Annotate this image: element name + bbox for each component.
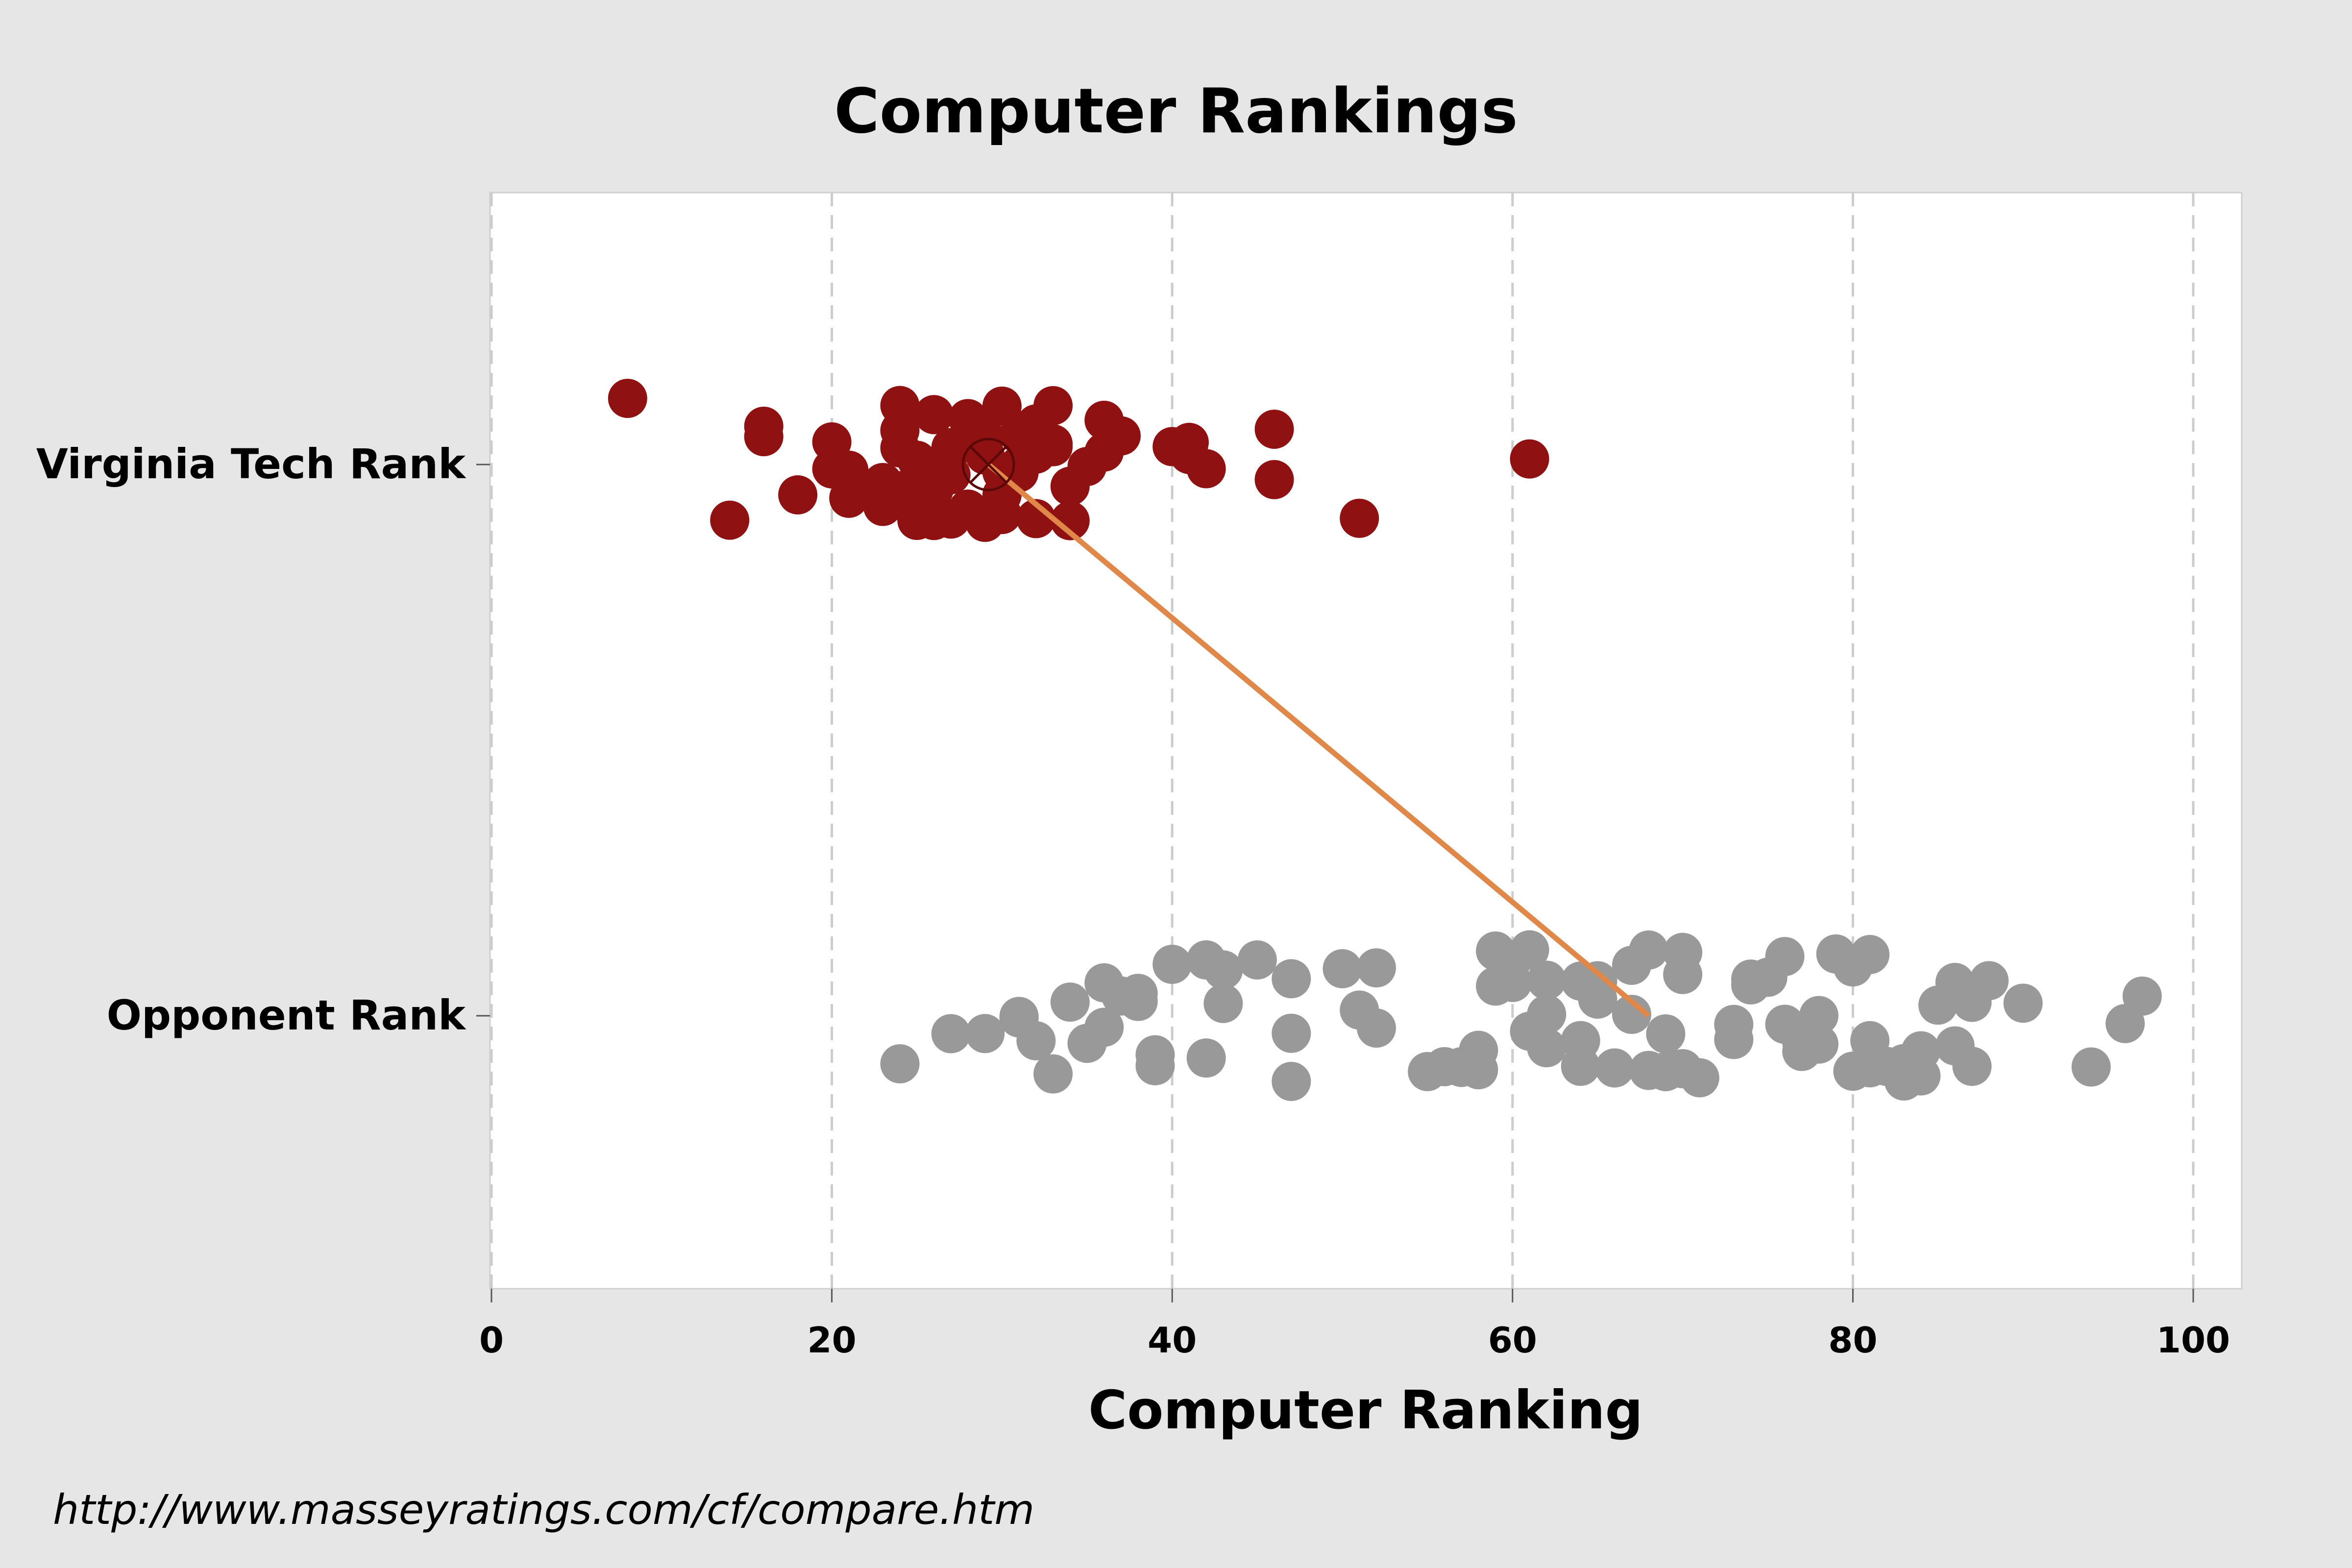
mean-marker-vt bbox=[961, 438, 1015, 491]
x-axis: 0 20 40 60 80 100 bbox=[479, 1289, 2230, 1361]
point-opp-88 bbox=[1969, 961, 2009, 1001]
point-opp-16 bbox=[1152, 944, 1192, 984]
point-opp-42 bbox=[1527, 1028, 1567, 1068]
point-vt-53 bbox=[1050, 501, 1090, 540]
point-opp-51 bbox=[1612, 995, 1651, 1034]
point-opp-28 bbox=[1356, 948, 1396, 988]
x-tick-label-20: 20 bbox=[807, 1320, 856, 1361]
mean-connect-line bbox=[961, 438, 1651, 1018]
point-opp-43 bbox=[1527, 995, 1567, 1034]
point-opp-61 bbox=[1714, 1020, 1754, 1059]
point-vt-0 bbox=[608, 379, 647, 418]
point-vt-64 bbox=[1340, 498, 1379, 538]
point-opp-7 bbox=[1050, 982, 1090, 1022]
point-opp-49 bbox=[1595, 1048, 1635, 1088]
point-vt-57 bbox=[1102, 416, 1141, 456]
point-vt-6 bbox=[812, 422, 852, 462]
point-opp-69 bbox=[1799, 1024, 1838, 1064]
gridlines bbox=[490, 193, 2195, 1289]
point-opp-19 bbox=[1203, 983, 1243, 1023]
point-vt-42 bbox=[982, 386, 1022, 426]
point-opp-86 bbox=[1952, 1047, 1992, 1086]
point-opp-92 bbox=[2122, 976, 2162, 1016]
chart-title: Computer Rankings bbox=[834, 75, 1518, 147]
point-opp-13 bbox=[1118, 981, 1158, 1021]
point-opp-21 bbox=[1237, 940, 1277, 980]
point-vt-62 bbox=[1254, 460, 1294, 499]
point-vt-37 bbox=[965, 417, 1005, 457]
x-tick-label-0: 0 bbox=[479, 1320, 504, 1361]
point-vt-41 bbox=[982, 495, 1022, 535]
point-opp-23 bbox=[1272, 959, 1311, 999]
point-opp-5 bbox=[1016, 1021, 1056, 1061]
x-tick-label-40: 40 bbox=[1148, 1320, 1197, 1361]
point-vt-4 bbox=[778, 475, 818, 514]
data-points bbox=[608, 379, 2162, 1101]
x-axis-label: Computer Ranking bbox=[1088, 1380, 1643, 1441]
point-opp-66 bbox=[1765, 937, 1805, 977]
point-vt-1 bbox=[710, 500, 750, 540]
mean-line bbox=[986, 462, 1651, 1018]
point-opp-39 bbox=[1510, 930, 1549, 970]
point-opp-1 bbox=[931, 1014, 971, 1054]
point-vt-48 bbox=[1016, 499, 1056, 539]
point-opp-70 bbox=[1799, 996, 1838, 1035]
y-categories: Virginia Tech Rank Opponent Rank bbox=[36, 440, 490, 1039]
point-opp-27 bbox=[1356, 1008, 1396, 1048]
x-tick-label-100: 100 bbox=[2156, 1320, 2230, 1361]
x-tick-label-60: 60 bbox=[1488, 1320, 1537, 1361]
point-vt-3 bbox=[744, 406, 784, 446]
point-opp-34 bbox=[1459, 1030, 1498, 1070]
category-label-0: Virginia Tech Rank bbox=[36, 440, 466, 488]
point-vt-61 bbox=[1186, 449, 1226, 489]
point-vt-49 bbox=[1033, 386, 1073, 425]
point-opp-2 bbox=[965, 1014, 1005, 1054]
x-tick-label-80: 80 bbox=[1828, 1320, 1877, 1361]
point-vt-27 bbox=[931, 455, 971, 494]
point-opp-89 bbox=[2003, 983, 2043, 1023]
point-opp-0 bbox=[880, 1044, 920, 1084]
point-opp-52 bbox=[1629, 930, 1668, 970]
point-opp-48 bbox=[1578, 979, 1617, 1019]
point-vt-65 bbox=[1510, 439, 1549, 479]
point-vt-22 bbox=[914, 395, 954, 435]
point-vt-51 bbox=[1033, 424, 1073, 464]
point-opp-77 bbox=[1850, 935, 1890, 975]
plot-area bbox=[489, 192, 2243, 1290]
point-opp-24 bbox=[1272, 1013, 1311, 1053]
point-vt-63 bbox=[1254, 409, 1294, 449]
category-label-1: Opponent Rank bbox=[107, 991, 467, 1039]
point-opp-15 bbox=[1135, 1046, 1175, 1085]
point-opp-25 bbox=[1323, 949, 1362, 988]
point-opp-46 bbox=[1561, 1047, 1600, 1086]
point-opp-41 bbox=[1527, 960, 1567, 1000]
point-vt-17 bbox=[880, 386, 920, 425]
point-opp-82 bbox=[1901, 1031, 1941, 1071]
mean-marker-cross-b bbox=[970, 446, 1007, 483]
point-opp-17 bbox=[1186, 1038, 1226, 1078]
point-opp-10 bbox=[1084, 1007, 1124, 1047]
point-opp-59 bbox=[1680, 1058, 1719, 1098]
point-opp-6 bbox=[1033, 1054, 1073, 1094]
point-opp-20 bbox=[1203, 950, 1243, 990]
point-opp-58 bbox=[1663, 955, 1703, 994]
point-opp-90 bbox=[2071, 1047, 2111, 1087]
source-url[interactable]: http://www.masseyratings.com/cf/compare.… bbox=[53, 1486, 1034, 1534]
point-opp-22 bbox=[1272, 1061, 1311, 1101]
point-opp-54 bbox=[1646, 1014, 1686, 1054]
